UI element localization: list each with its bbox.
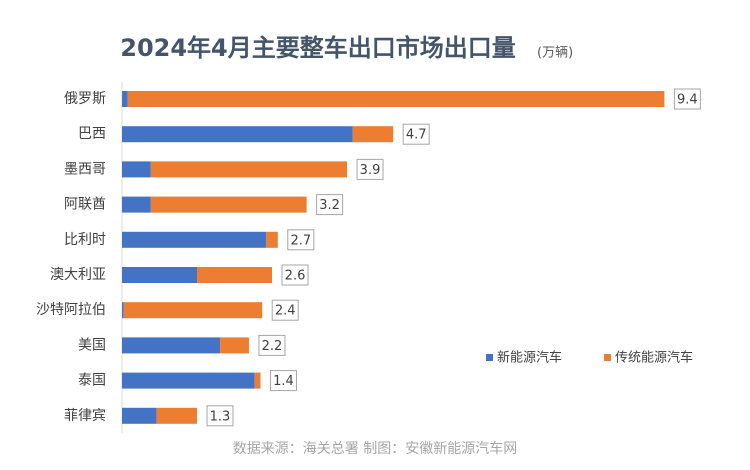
total-label: 2.6	[285, 269, 306, 284]
bar-segment	[122, 407, 157, 424]
bar-segment	[220, 337, 249, 354]
y-tick-label: 俄罗斯	[64, 91, 106, 107]
y-tick-label: 澳大利亚	[50, 267, 106, 283]
y-tick-label: 菲律宾	[64, 408, 106, 424]
total-label: 3.2	[319, 198, 340, 213]
y-tick-label: 墨西哥	[64, 161, 106, 177]
total-label: 1.4	[273, 374, 294, 389]
bar-segment	[150, 161, 348, 178]
bar-segment	[122, 126, 353, 143]
bar-segment	[122, 196, 151, 213]
bar-segment	[254, 372, 261, 389]
legend-swatch	[604, 354, 611, 361]
bar-segment	[122, 267, 198, 283]
bar-segment	[123, 302, 263, 319]
bar-segment	[352, 126, 394, 143]
legend-label: 传统能源汽车	[615, 350, 693, 366]
total-label: 1.3	[210, 409, 231, 424]
chart-subtitle: (万辆)	[537, 46, 573, 61]
bar-segment	[122, 161, 151, 178]
bar-segment	[122, 302, 124, 319]
total-label: 2.4	[275, 304, 296, 319]
bar-segment	[122, 372, 255, 389]
label-box	[402, 123, 430, 145]
chart-title: 2024年4月主要整车出口市场出口量	[120, 34, 516, 62]
total-label: 4.7	[406, 128, 427, 143]
label-box	[673, 88, 701, 110]
bar-segment	[122, 337, 221, 354]
bar-segment	[122, 91, 128, 107]
label-box	[271, 299, 299, 321]
label-box	[287, 229, 315, 251]
y-tick-label: 巴西	[78, 126, 106, 142]
legend-label: 新能源汽车	[497, 350, 562, 366]
bar-segment	[127, 91, 665, 107]
total-label: 2.7	[290, 233, 311, 248]
bar-segment	[197, 267, 273, 283]
y-tick-label: 美国	[78, 337, 106, 353]
total-label: 2.2	[262, 339, 283, 354]
y-tick-label: 比利时	[64, 232, 106, 248]
legend-swatch	[486, 354, 493, 361]
label-box	[281, 264, 309, 286]
y-tick-label: 沙特阿拉伯	[36, 302, 106, 318]
y-tick-label: 阿联酋	[64, 196, 106, 213]
bar-segment	[150, 196, 307, 213]
label-box	[316, 194, 344, 216]
bar-segment	[122, 231, 267, 248]
bar-segment	[266, 231, 278, 248]
total-label: 9.4	[677, 93, 698, 108]
y-tick-label: 泰国	[78, 373, 106, 389]
source: 数据来源：海关总署 制图：安徽新能源汽车网	[233, 440, 517, 457]
bar-segment	[156, 407, 198, 424]
label-box	[356, 158, 384, 180]
total-label: 3.9	[360, 163, 381, 178]
label-box	[206, 405, 234, 427]
label-box	[258, 334, 286, 356]
label-box	[269, 370, 297, 392]
